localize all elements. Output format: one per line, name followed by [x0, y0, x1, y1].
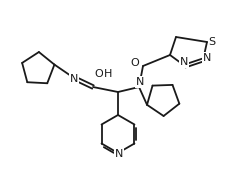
Text: N: N — [136, 77, 144, 87]
Text: O: O — [95, 69, 103, 79]
Text: H: H — [104, 69, 112, 79]
Text: N: N — [115, 149, 123, 159]
Text: S: S — [208, 37, 216, 47]
Text: N: N — [203, 53, 211, 63]
Text: N: N — [70, 74, 78, 84]
Text: O: O — [131, 58, 139, 68]
Text: N: N — [180, 57, 188, 67]
